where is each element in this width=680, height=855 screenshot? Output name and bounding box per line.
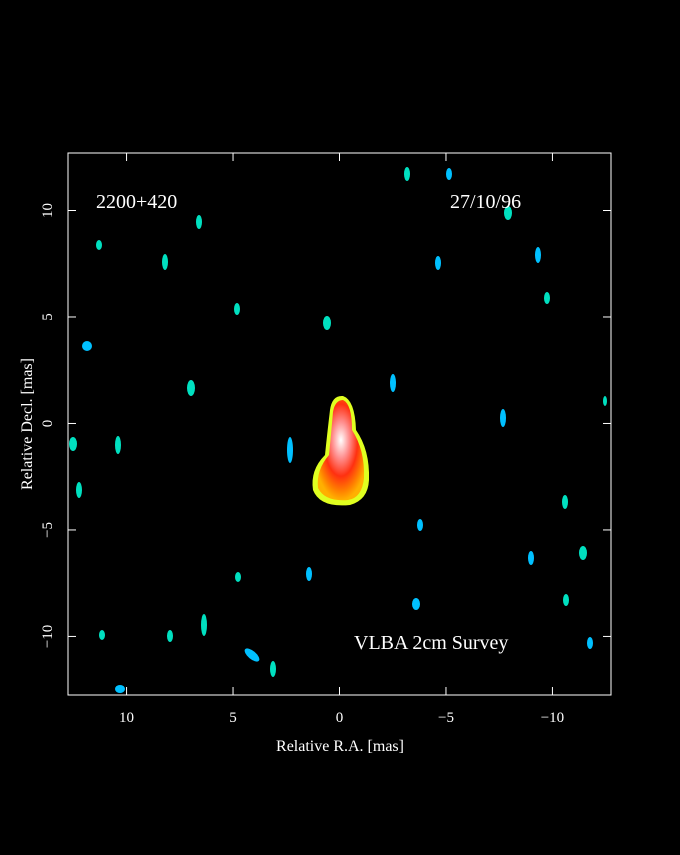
noise-patch: [69, 437, 77, 451]
noise-patch: [187, 380, 195, 396]
noise-patch: [544, 292, 550, 304]
noise-patch: [76, 482, 82, 498]
noise-patch: [417, 519, 423, 531]
noise-patch: [201, 614, 207, 636]
noise-patch: [270, 661, 276, 677]
noise-patch: [390, 374, 396, 392]
y-tick-label: 0: [40, 420, 56, 428]
y-tick-label: 10: [40, 203, 56, 218]
noise-patch: [504, 206, 512, 220]
noise-patch: [404, 167, 410, 181]
noise-patch: [562, 495, 568, 509]
noise-patch: [96, 240, 102, 250]
noise-patch: [306, 567, 312, 581]
x-tick-label: 5: [229, 710, 237, 726]
noise-patch: [412, 598, 420, 610]
noise-patch: [587, 637, 593, 649]
x-tick-label: 10: [119, 710, 134, 726]
noise-patch: [287, 437, 293, 463]
y-tick-label: −5: [40, 522, 56, 538]
noise-patch: [82, 341, 92, 351]
noise-patch: [603, 396, 607, 406]
noise-patch: [115, 685, 125, 693]
noise-patch: [446, 168, 452, 180]
y-axis-label: Relative Decl. [mas]: [19, 358, 36, 490]
survey-label: VLBA 2cm Survey: [354, 632, 508, 654]
x-tick-label: 0: [336, 710, 344, 726]
source-core: [317, 400, 365, 501]
source-name: 2200+420: [96, 191, 177, 213]
x-tick-label: −5: [438, 710, 454, 726]
x-axis-label: Relative R.A. [mas]: [276, 738, 404, 755]
noise-patch: [435, 256, 441, 270]
noise-patch: [535, 247, 541, 263]
noise-patch: [167, 630, 173, 642]
source: [312, 395, 370, 506]
noise-patch: [99, 630, 105, 640]
epoch: 27/10/96: [450, 191, 521, 213]
noise-patch: [115, 436, 121, 454]
noise-patch: [196, 215, 202, 229]
y-tick-label: −10: [40, 625, 56, 648]
y-tick-label: 5: [40, 313, 56, 321]
noise-patch: [234, 303, 240, 315]
noise-patches: [69, 167, 607, 693]
noise-patch: [579, 546, 587, 560]
noise-patch: [563, 594, 569, 606]
noise-patch: [244, 648, 260, 662]
noise-patch: [500, 409, 506, 427]
noise-patch: [235, 572, 241, 582]
x-tick-label: −10: [541, 710, 564, 726]
noise-patch: [528, 551, 534, 565]
noise-patch: [162, 254, 168, 270]
noise-patch: [323, 316, 331, 330]
